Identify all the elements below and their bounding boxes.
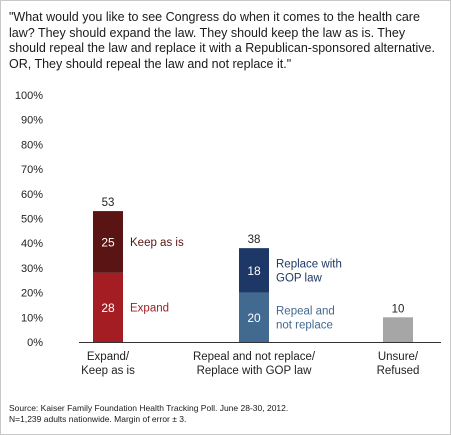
y-tick-label: 100% — [15, 90, 43, 102]
segment-value-label: 25 — [101, 235, 115, 249]
y-tick-label: 60% — [21, 189, 43, 201]
y-tick-label: 70% — [21, 164, 43, 176]
y-tick-label: 30% — [21, 263, 43, 275]
segment-series-label: Expand — [130, 302, 169, 314]
bar-segment — [383, 317, 413, 342]
y-tick-label: 90% — [21, 115, 43, 127]
bar-segment — [93, 211, 123, 273]
source-line-1: Source: Kaiser Family Foundation Health … — [9, 403, 289, 413]
category-label: Expand/ — [87, 351, 130, 363]
y-tick-label: 80% — [21, 139, 43, 151]
bar-total-label: 53 — [102, 197, 115, 209]
bar-segment — [239, 292, 269, 342]
segment-series-label: Replace with — [276, 258, 342, 270]
category-label: Replace with GOP law — [197, 365, 313, 377]
category-label: Keep as is — [81, 365, 135, 377]
segment-series-label: Repeal and — [276, 305, 335, 317]
category-label: Refused — [377, 365, 420, 377]
survey-question: "What would you like to see Congress do … — [9, 10, 435, 71]
y-tick-label: 0% — [27, 337, 43, 349]
source-line-2: N=1,239 adults nationwide. Margin of err… — [9, 414, 187, 424]
segment-series-label: Keep as is — [130, 237, 184, 249]
bar-segment — [239, 248, 269, 293]
y-tick-label: 10% — [21, 312, 43, 324]
segment-value-label: 20 — [247, 311, 261, 325]
y-tick-label: 40% — [21, 238, 43, 250]
segment-series-label: GOP law — [276, 272, 322, 284]
source-note: Source: Kaiser Family Foundation Health … — [9, 403, 445, 425]
category-label: Unsure/ — [378, 351, 419, 363]
bar-total-label: 38 — [248, 234, 261, 246]
segment-series-label: not replace — [276, 319, 333, 331]
segment-value-label: 18 — [247, 264, 261, 278]
category-label: Repeal and not replace/ — [193, 351, 316, 363]
y-tick-label: 50% — [21, 214, 43, 226]
segment-value-label: 28 — [101, 301, 115, 315]
y-tick-label: 20% — [21, 288, 43, 300]
bar-segment — [93, 272, 123, 342]
bar-total-label: 10 — [392, 303, 405, 315]
